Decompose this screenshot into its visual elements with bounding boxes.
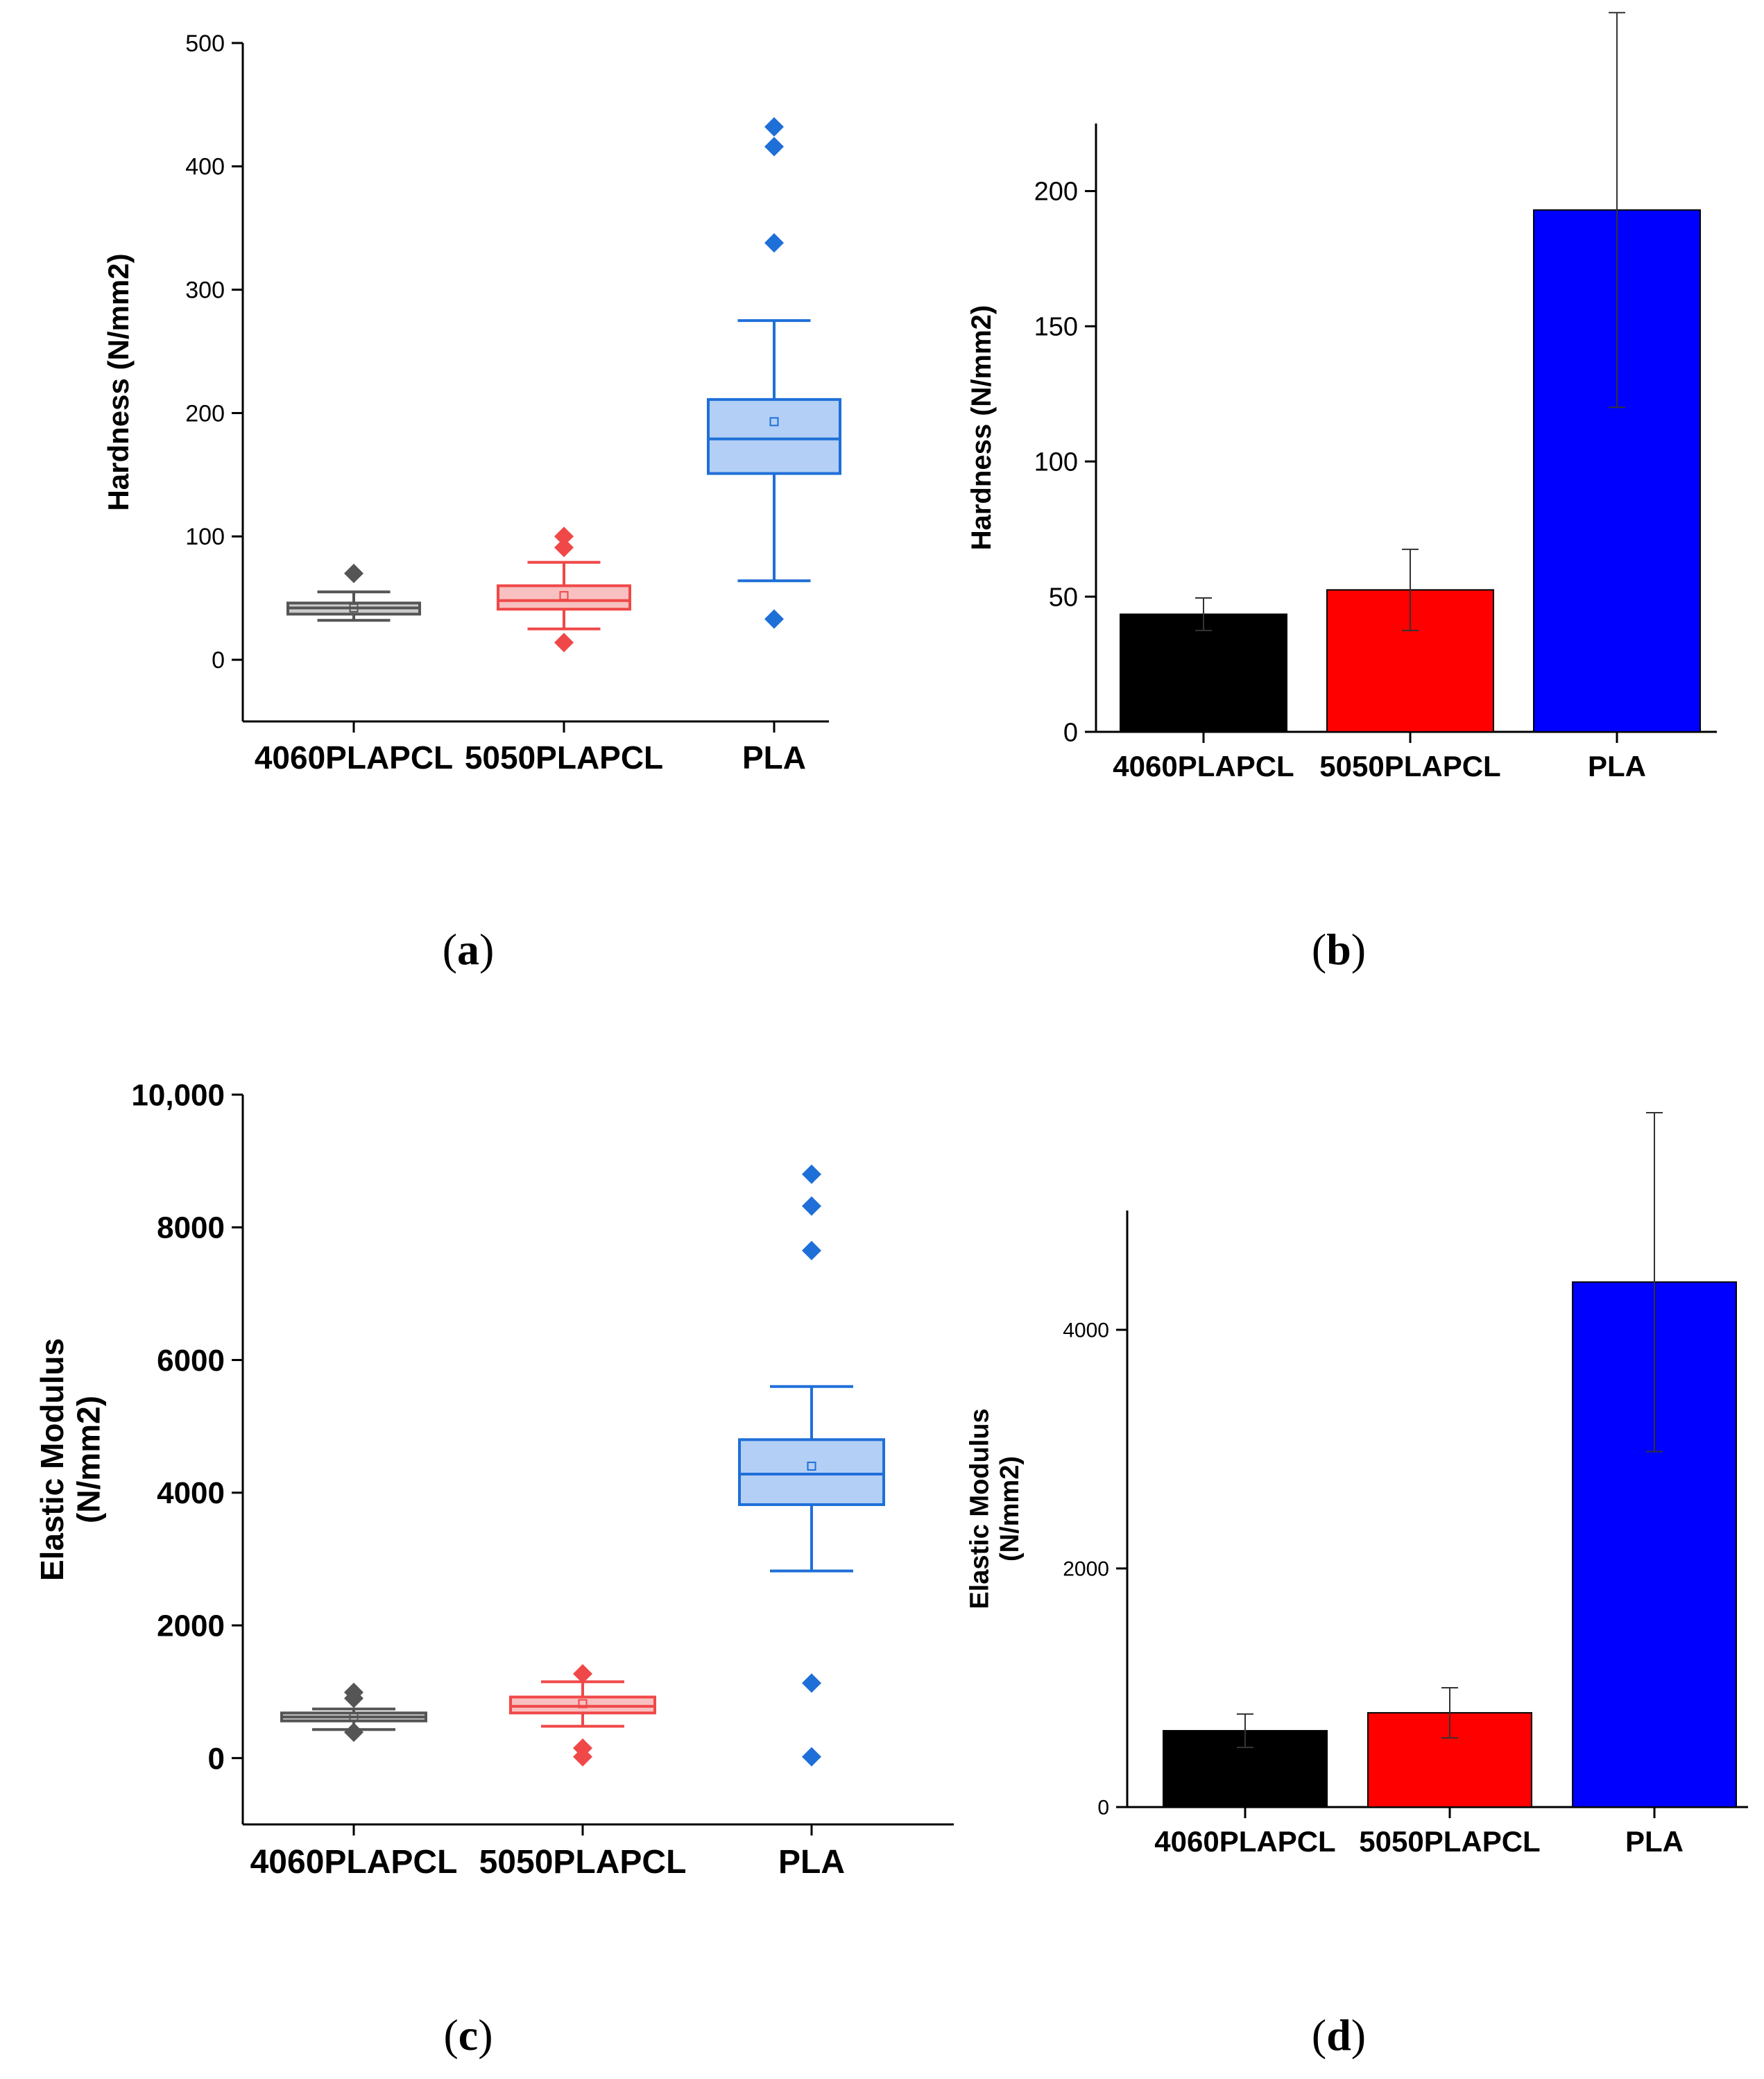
box-mean-marker — [349, 603, 359, 613]
y-tick-label: 0 — [212, 647, 225, 674]
x-category-label: 4060PLAPCL — [1154, 1825, 1335, 1858]
x-category-label: 5050PLAPCL — [1359, 1825, 1540, 1858]
x-category-label: 4060PLAPCL — [1113, 750, 1294, 782]
outlier-point — [554, 538, 574, 558]
panel-c-elastic-modulus-boxplot: 0 2000 4000 6000 8000 10,000 4060PLAPCL 5050PLA… — [34, 1078, 954, 1881]
y-axis-label-line: Elastic Modulus — [965, 1408, 994, 1609]
panel-d-elastic-modulus-bar-chart: 0 2000 4000 4060PLAPCL 5050PLAPCL PLA Elastic … — [965, 1111, 1748, 1858]
outlier-point — [344, 1722, 363, 1743]
y-tick-label: 0 — [208, 1742, 225, 1776]
panel-b-hardness-bar-chart: 0 50 100 150 200 4060PLAPCL 5050PLAPCL PLA Hardn… — [966, 12, 1717, 782]
outlier-point — [764, 137, 784, 157]
outlier-point — [802, 1196, 821, 1216]
caption-a: (a) — [443, 925, 495, 974]
y-axis-label: Hardness (N/mm2) — [966, 305, 997, 550]
outlier-point — [802, 1240, 821, 1260]
outlier-point — [802, 1747, 821, 1767]
box-mean-marker — [769, 417, 779, 427]
y-tick-label: 50 — [1049, 583, 1078, 612]
outlier-point — [573, 1663, 592, 1684]
y-tick-label: 6000 — [157, 1344, 225, 1378]
outlier-point — [554, 633, 574, 653]
y-tick-label: 200 — [185, 400, 225, 427]
box-mean-marker — [807, 1462, 816, 1471]
x-category-label: 5050PLAPCL — [1319, 750, 1500, 782]
x-category-label: PLA — [742, 739, 806, 776]
box-mean-marker — [578, 1699, 588, 1709]
outlier-point — [344, 563, 363, 583]
y-tick-label: 8000 — [157, 1211, 225, 1245]
y-tick-label: 0 — [1097, 1797, 1109, 1820]
caption-b-letter: b — [1326, 925, 1351, 974]
y-tick-label: 200 — [1034, 178, 1078, 207]
box-iqr — [707, 397, 841, 475]
outlier-point — [573, 1738, 592, 1759]
y-tick-label: 100 — [185, 524, 225, 550]
caption-c-letter: c — [459, 2010, 478, 2060]
y-axis-label-line: Elastic Modulus — [34, 1338, 70, 1581]
y-axis-label: Elastic Modulus(N/mm2) — [34, 1338, 107, 1581]
y-tick-label: 10,000 — [131, 1078, 225, 1112]
x-category-label: 5050PLAPCL — [479, 1844, 687, 1881]
y-tick-label: 0 — [1063, 718, 1078, 747]
caption-c: (c) — [443, 2010, 493, 2060]
y-axis-label: Hardness (N/mm2) — [102, 253, 135, 511]
outlier-point — [554, 527, 574, 547]
bar — [1120, 613, 1287, 733]
y-axis-label-line: (N/mm2) — [995, 1456, 1025, 1562]
y-tick-label: 500 — [185, 31, 225, 57]
y-axis-label: Elastic Modulus(N/mm2) — [965, 1408, 1025, 1609]
caption-a-letter: a — [457, 925, 479, 974]
outlier-point — [802, 1673, 821, 1693]
outlier-point — [764, 117, 784, 137]
outlier-point — [764, 609, 784, 629]
outlier-point — [764, 233, 784, 253]
x-category-label: 5050PLAPCL — [465, 739, 663, 776]
y-tick-label: 400 — [185, 154, 225, 180]
outlier-point — [802, 1164, 821, 1184]
x-category-label: PLA — [778, 1844, 845, 1881]
y-tick-label: 2000 — [1063, 1558, 1109, 1581]
y-tick-label: 100 — [1034, 448, 1078, 477]
box-iqr — [738, 1438, 885, 1507]
y-tick-label: 150 — [1034, 313, 1078, 342]
x-category-label: PLA — [1625, 1825, 1684, 1858]
caption-d: (d) — [1312, 2010, 1366, 2060]
panel-a-hardness-boxplot: 0 100 200 300 400 500 4060PLAPCL 5050PLAPCL PLA H… — [102, 31, 841, 776]
box-iqr — [497, 584, 631, 611]
outlier-point — [344, 1682, 363, 1702]
y-tick-label: 2000 — [157, 1609, 225, 1643]
x-category-label: 4060PLAPCL — [250, 1844, 458, 1881]
box-mean-marker — [559, 591, 569, 601]
caption-b: (b) — [1312, 925, 1366, 974]
x-category-label: 4060PLAPCL — [255, 739, 453, 776]
box-mean-marker — [349, 1712, 359, 1722]
x-category-label: PLA — [1588, 750, 1646, 782]
y-tick-label: 4000 — [1063, 1319, 1109, 1342]
y-axis-label-line: (N/mm2) — [71, 1396, 107, 1523]
y-tick-label: 4000 — [157, 1476, 225, 1510]
caption-d-letter: d — [1326, 2010, 1351, 2060]
y-tick-label: 300 — [185, 277, 225, 304]
